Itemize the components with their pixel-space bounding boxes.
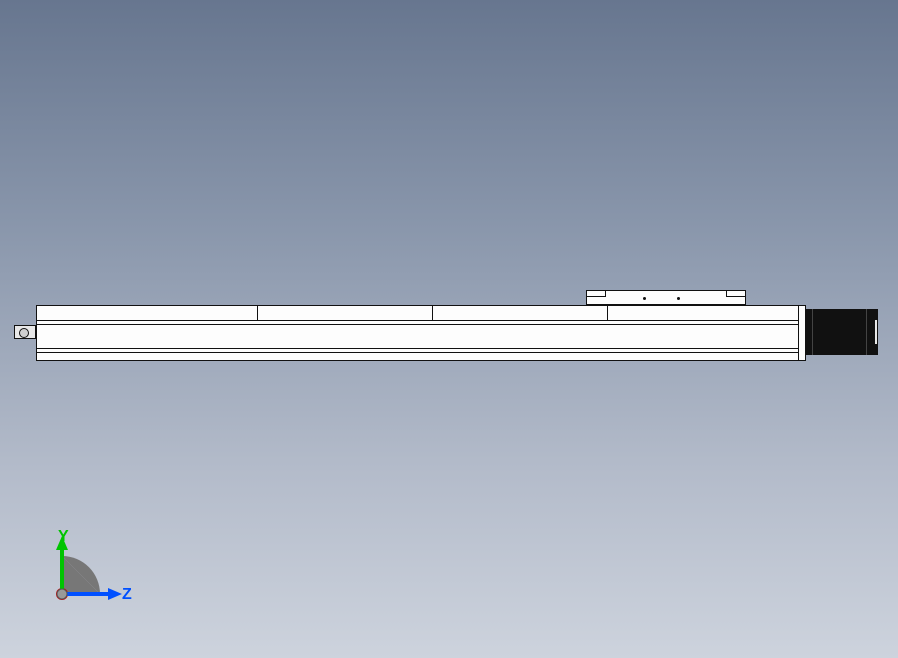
rail-groove [37, 320, 805, 321]
carriage-notch [726, 290, 746, 297]
model-linear-actuator[interactable] [14, 285, 884, 365]
rail-seam [607, 306, 608, 320]
motor-segment [812, 309, 813, 355]
carriage-notch [586, 290, 606, 297]
axis-label-z: Z [122, 586, 132, 604]
motor-endcap [874, 319, 878, 345]
rail-seam [257, 306, 258, 320]
endcap-left [14, 325, 36, 339]
rail-groove [37, 324, 805, 325]
carriage [586, 290, 746, 305]
coordinate-triad[interactable]: Y Z [40, 534, 140, 624]
triad-svg [40, 534, 140, 624]
motor-flange [798, 305, 806, 361]
carriage-hole [643, 297, 646, 300]
carriage-hole [677, 297, 680, 300]
rail-groove [37, 352, 805, 353]
axis-label-y: Y [58, 528, 69, 546]
cad-viewport[interactable]: Y Z [0, 0, 898, 658]
rail-body [36, 305, 806, 361]
rail-groove [37, 348, 805, 349]
motor-block [806, 309, 878, 355]
axis-z-arrow-icon [108, 588, 122, 600]
triad-origin-icon [57, 589, 67, 599]
motor-segment [866, 309, 867, 355]
rail-seam [432, 306, 433, 320]
